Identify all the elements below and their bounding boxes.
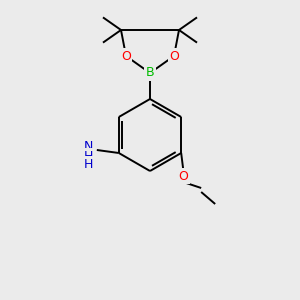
Text: N: N xyxy=(84,140,94,154)
Text: O: O xyxy=(121,50,131,62)
Text: O: O xyxy=(178,169,188,182)
Text: H: H xyxy=(84,149,94,163)
Text: O: O xyxy=(169,50,179,62)
Text: H: H xyxy=(84,158,94,170)
Text: B: B xyxy=(146,67,154,80)
